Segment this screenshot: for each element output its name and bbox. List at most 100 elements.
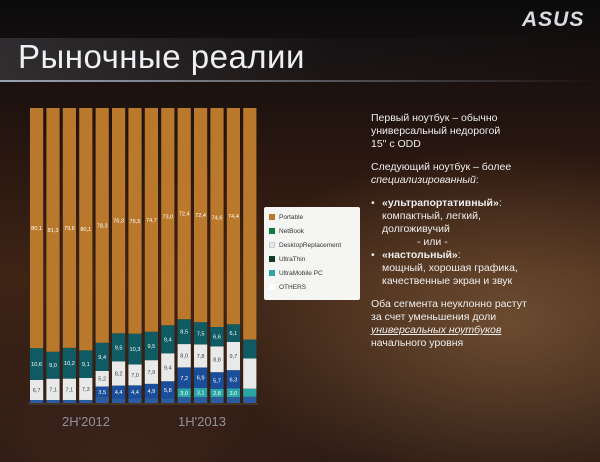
data-label: 9,4 [164, 365, 172, 371]
text-line: начального уровня [371, 337, 464, 349]
paragraph-conclusion: Оба сегмента неуклонно растут за счет ум… [371, 298, 596, 350]
data-label: 80,1 [80, 227, 91, 233]
data-label: 9,7 [230, 354, 238, 360]
bar-segment-portable [95, 108, 109, 343]
bar-segment-ultramobile-pc [226, 388, 240, 398]
emphasis-text: специализированный [371, 174, 476, 186]
bar-segment-desktopreplacement [226, 341, 240, 371]
bold-text: «настольный» [382, 249, 458, 261]
data-label: 8,5 [180, 330, 188, 336]
text-line: компактный, легкий, [382, 210, 481, 222]
bar-segment-desktopreplacement [128, 364, 142, 386]
bar-segment-portable [177, 108, 191, 320]
bar-segment-others [128, 398, 142, 403]
bar-segment-others [177, 397, 191, 403]
bar-segment-others [30, 400, 44, 403]
bar-segment-ultramobile-pc [243, 388, 257, 397]
bar-segment-portable [128, 108, 142, 334]
bar-segment-netbook [62, 347, 76, 379]
bar-segment-portable [226, 108, 240, 325]
bar-segment-netbook [177, 319, 191, 345]
text-line: мощный, хорошая графика, [382, 262, 518, 274]
bar-segment-portable [79, 108, 93, 351]
data-label: 7,5 [197, 331, 205, 337]
data-label: 9,1 [82, 362, 90, 368]
paragraph-first-laptop: Первый ноутбук – обычно универсальный не… [371, 112, 596, 151]
bar-segment-portable [62, 108, 76, 348]
data-label: 72,4 [195, 213, 206, 219]
legend-item-ultrathin: UltraThin [269, 253, 305, 265]
legend-swatch [269, 228, 275, 234]
text-line: «ультрапортативный»: [382, 197, 502, 210]
bar-segment-portable [46, 108, 60, 352]
text-line: специализированный: [371, 174, 596, 187]
data-label: 76,3 [113, 219, 124, 225]
data-label: 8,2 [115, 371, 123, 377]
bar-segment-others [62, 399, 76, 403]
data-label: 7,0 [131, 373, 139, 379]
bar-segment-ultrathin [144, 383, 158, 399]
bar-segment-ultrathin [177, 367, 191, 389]
data-label: 7,9 [148, 370, 156, 376]
data-label: 75,5 [130, 219, 141, 225]
bar-segment-others [112, 398, 126, 403]
bar-segment-netbook [194, 322, 208, 345]
text-line: универсальный недорогой [371, 125, 501, 137]
data-label: 2,8 [213, 391, 221, 397]
bar-segment-desktopreplacement [79, 377, 93, 400]
chart-legend: Portable NetBook DesktopReplacement Ultr… [264, 207, 360, 300]
legend-item-desktopreplacement: DesktopReplacement [269, 239, 341, 251]
legend-item-netbook: NetBook [269, 225, 304, 237]
bar-segment-netbook [128, 333, 142, 365]
data-label: 4,9 [148, 389, 156, 395]
legend-swatch [269, 256, 275, 262]
bar-segment-netbook [243, 339, 257, 359]
data-label: 8,8 [213, 357, 221, 363]
data-label: 74,7 [146, 218, 157, 224]
data-label: 6,1 [230, 331, 238, 337]
bar-segment-others [161, 398, 175, 403]
bar-segment-netbook [30, 348, 44, 380]
text-fragment: : [475, 174, 479, 186]
bar-segment-netbook [161, 325, 175, 354]
bar-segment-netbook [112, 333, 126, 362]
bar-segment-others [194, 397, 208, 403]
data-label: 5,7 [213, 379, 221, 385]
data-label: 10,6 [31, 362, 42, 368]
bullet-ultraportable: • «ультрапортативный»: компактный, легки… [371, 197, 596, 236]
bar-segment-desktopreplacement [210, 346, 224, 373]
data-label: 7,1 [66, 387, 74, 393]
bar-segment-netbook [226, 324, 240, 342]
data-label: 80,1 [31, 226, 42, 232]
bar-segment-netbook [144, 331, 158, 361]
data-label: 7,1 [49, 387, 57, 393]
bar-segment-netbook [46, 351, 60, 379]
bar-segment-others [210, 397, 224, 403]
data-label: 7,2 [180, 376, 188, 382]
bar-segment-desktopreplacement [194, 344, 208, 368]
legend-label: DesktopReplacement [279, 241, 342, 249]
bar-segment-desktopreplacement [62, 378, 76, 400]
slide-title: Рыночные реалии [18, 38, 305, 75]
bar-segment-ultrathin [210, 372, 224, 389]
data-label: 4,4 [115, 390, 123, 396]
text-fragment: : [498, 197, 502, 209]
data-label: 6,3 [230, 377, 238, 383]
text-fragment: : [457, 249, 461, 261]
data-label: 72,4 [179, 212, 190, 218]
data-label: 6,9 [197, 376, 205, 382]
text-line: Первый ноутбук – обычно [371, 112, 498, 124]
legend-label: Portable [279, 213, 304, 221]
data-label: 3,0 [230, 391, 238, 397]
data-label: 6,7 [33, 388, 41, 394]
text-line: 15" с ODD [371, 138, 421, 150]
text-line: универсальных ноутбуков [371, 324, 502, 336]
period-label-1h2013: 1H'2013 [178, 414, 227, 429]
bullet-text: «ультрапортативный»: компактный, легкий,… [382, 197, 502, 236]
bar-segment-desktopreplacement [112, 361, 126, 386]
legend-item-others: OTHERS [269, 281, 306, 293]
data-label: 81,3 [48, 228, 59, 234]
bar-segment-portable [210, 108, 224, 327]
bar-segment-netbook [95, 342, 109, 371]
text-panel: Первый ноутбук – обычно универсальный не… [371, 112, 596, 360]
